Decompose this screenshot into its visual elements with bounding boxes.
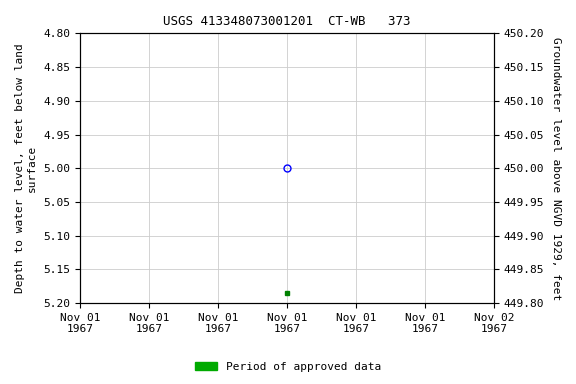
Legend: Period of approved data: Period of approved data bbox=[191, 358, 385, 377]
Y-axis label: Groundwater level above NGVD 1929, feet: Groundwater level above NGVD 1929, feet bbox=[551, 36, 561, 300]
Y-axis label: Depth to water level, feet below land
surface: Depth to water level, feet below land su… bbox=[15, 43, 37, 293]
Title: USGS 413348073001201  CT-WB   373: USGS 413348073001201 CT-WB 373 bbox=[164, 15, 411, 28]
